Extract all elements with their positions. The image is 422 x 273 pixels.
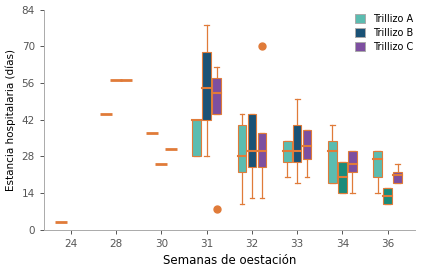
FancyBboxPatch shape: [238, 125, 246, 172]
FancyBboxPatch shape: [303, 130, 311, 159]
FancyBboxPatch shape: [257, 133, 266, 167]
X-axis label: Semanas de oestación: Semanas de oestación: [162, 254, 296, 268]
Y-axis label: Estancia hospitalaria (días): Estancia hospitalaria (días): [5, 49, 16, 191]
FancyBboxPatch shape: [338, 162, 347, 193]
FancyBboxPatch shape: [203, 52, 211, 120]
FancyBboxPatch shape: [328, 141, 337, 183]
FancyBboxPatch shape: [192, 120, 201, 156]
FancyBboxPatch shape: [212, 78, 221, 114]
FancyBboxPatch shape: [373, 151, 382, 177]
FancyBboxPatch shape: [383, 188, 392, 204]
FancyBboxPatch shape: [248, 114, 256, 167]
Legend: Trillizo A, Trillizo B, Trillizo C: Trillizo A, Trillizo B, Trillizo C: [351, 10, 417, 56]
FancyBboxPatch shape: [293, 125, 301, 162]
FancyBboxPatch shape: [393, 172, 402, 183]
FancyBboxPatch shape: [348, 151, 357, 172]
FancyBboxPatch shape: [283, 141, 292, 162]
